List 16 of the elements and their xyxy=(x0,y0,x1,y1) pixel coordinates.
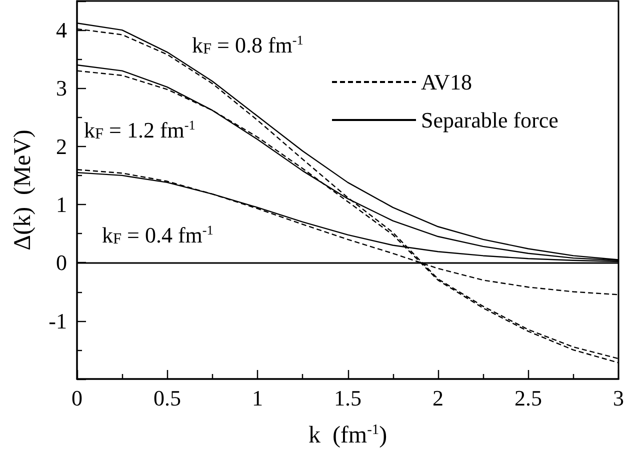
y-tick-label: -1 xyxy=(48,308,67,334)
y-tick-label: 1 xyxy=(56,192,67,218)
x-tick-label: 2.5 xyxy=(514,386,542,410)
legend-label: Separable force xyxy=(421,108,558,132)
y-tick-label: 3 xyxy=(56,76,67,101)
x-tick-label: 0.5 xyxy=(154,386,181,410)
y-axis-title: Δ(k) (MeV) xyxy=(10,130,36,250)
x-tick-label: 2 xyxy=(432,386,444,410)
x-tick-label: 1 xyxy=(252,386,263,410)
y-tick-label: 2 xyxy=(56,134,67,159)
y-tick-label: 0 xyxy=(56,250,67,276)
x-tick-label: 3 xyxy=(613,386,624,410)
x-tick-label: 1.5 xyxy=(334,386,362,410)
x-tick-label: 0 xyxy=(72,386,82,410)
legend-label: AV18 xyxy=(421,70,472,94)
y-tick-label: 4 xyxy=(56,18,67,43)
